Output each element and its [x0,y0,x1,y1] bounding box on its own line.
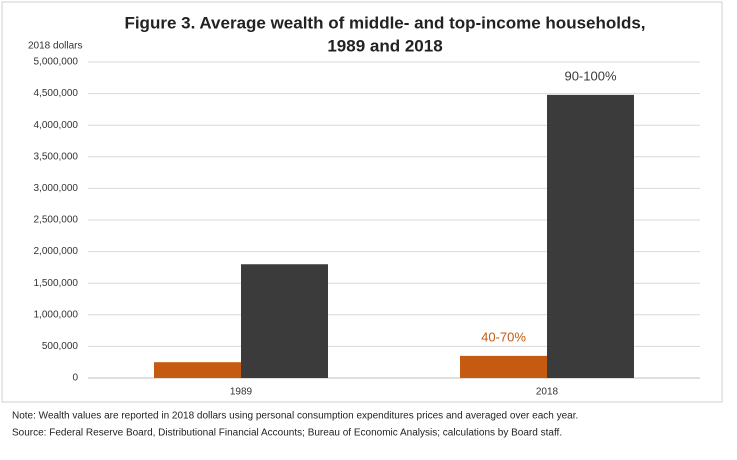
y-tick-label: 4,500,000 [34,88,79,99]
bar [460,355,547,378]
y-tick-label: 2,000,000 [34,246,79,257]
chart-subtitle: 1989 and 2018 [327,36,442,55]
chart-title: Figure 3. Average wealth of middle- and … [124,13,645,32]
y-tick-label: 1,000,000 [34,309,79,320]
y-tick-label: 4,000,000 [34,120,79,131]
y-tick-label: 3,000,000 [34,183,79,194]
y-tick-label: 0 [72,373,78,384]
series-label: 40-70% [481,329,526,344]
note: Note: Wealth values are reported in 2018… [12,411,578,422]
y-tick-label: 5,000,000 [34,57,79,68]
y-tick-label: 1,500,000 [34,278,79,289]
bar [241,264,328,378]
y-tick-label: 3,500,000 [34,151,79,162]
y-tick-label: 2,500,000 [34,215,79,226]
bar [547,94,634,378]
series-label: 90-100% [564,68,616,83]
y-axis-label: 2018 dollars [28,41,82,52]
x-tick-label: 1989 [230,387,253,398]
x-tick-label: 2018 [536,387,559,398]
bar [154,362,241,378]
y-tick-label: 500,000 [42,341,79,352]
source: Source: Federal Reserve Board, Distribut… [12,428,562,439]
